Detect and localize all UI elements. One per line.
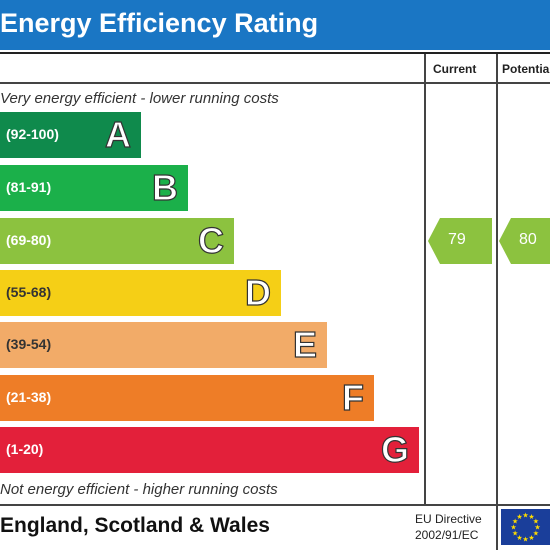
eu-star-icon: ★ [510, 524, 516, 532]
band-letter: E [292, 323, 317, 365]
eu-star-icon: ★ [534, 524, 540, 532]
eu-star-icon: ★ [522, 512, 528, 520]
current-arrow-shape [428, 218, 492, 264]
divider-potential-left [496, 54, 498, 550]
band-e: (39-54) E [0, 322, 327, 368]
band-c: (69-80) C [0, 218, 234, 264]
eu-directive-label: EU Directive 2002/91/EC [415, 511, 482, 543]
band-letter: G [380, 428, 409, 470]
band-range-label: (92-100) [6, 126, 59, 142]
band-d: (55-68) D [0, 270, 281, 316]
current-rating-value: 79 [448, 231, 466, 248]
eu-star-icon: ★ [528, 513, 534, 521]
eu-directive-line2: 2002/91/EC [415, 528, 479, 542]
potential-column-header: Potential [502, 62, 550, 76]
column-header-divider [0, 82, 550, 84]
current-rating-arrow: 79 [428, 218, 492, 264]
eu-star-icon: ★ [533, 530, 539, 538]
divider-current-left [424, 54, 426, 506]
band-range-label: (69-80) [6, 232, 52, 248]
eu-star-icon: ★ [512, 530, 518, 538]
band-letter: A [104, 113, 131, 155]
band-g: (1-20) G [0, 427, 419, 473]
chart-frame [0, 52, 550, 550]
region-label: England, Scotland & Wales [0, 514, 270, 537]
potential-rating-value: 80 [519, 231, 537, 248]
potential-arrow-shape [499, 218, 550, 264]
band-a: (92-100) A [0, 112, 141, 158]
band-range-label: (39-54) [6, 336, 52, 352]
band-range-label: (21-38) [6, 389, 52, 405]
eu-star-icon: ★ [516, 534, 522, 542]
band-letter: C [197, 219, 224, 261]
eu-stars-icon: ★ ★★★★★★★★★★★ [510, 512, 540, 544]
eu-star-icon: ★ [522, 536, 528, 544]
eu-flag-icon: ★ ★ ★ ★ ★ ★ ★ ★ ★ ★ ★ ★ [501, 509, 550, 545]
header-bar: Energy Efficiency Rating [0, 0, 550, 50]
band-b: (81-91) B [0, 165, 188, 211]
eu-star-icon: ★ [533, 518, 539, 526]
band-range-label: (81-91) [6, 179, 52, 195]
band-letter: B [151, 166, 178, 208]
eu-star-icon: ★ [512, 518, 518, 526]
band-f: (21-38) F [0, 375, 374, 421]
band-range-label: (55-68) [6, 284, 52, 300]
eu-star-icon: ★ [516, 513, 522, 521]
footer-divider [0, 504, 550, 506]
note-efficient: Very energy efficient - lower running co… [0, 90, 279, 107]
eu-directive-line1: EU Directive [415, 512, 482, 526]
note-inefficient: Not energy efficient - higher running co… [0, 481, 278, 498]
band-letter: D [244, 271, 271, 313]
page-title: Energy Efficiency Rating [0, 8, 319, 38]
potential-rating-arrow: 80 [499, 218, 550, 264]
band-letter: F [341, 376, 364, 418]
current-column-header: Current [433, 62, 477, 76]
eu-star-icon: ★ [528, 534, 534, 542]
band-range-label: (1-20) [6, 441, 44, 457]
